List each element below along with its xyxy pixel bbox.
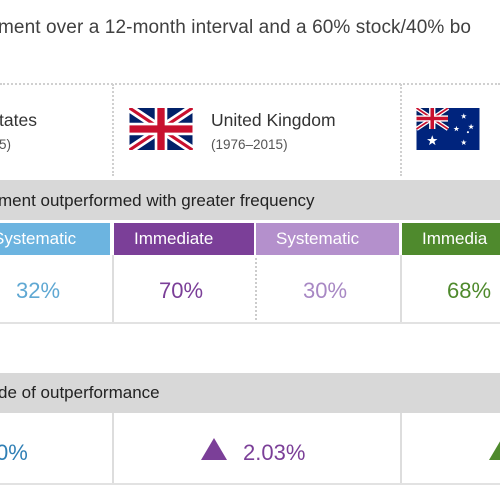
strategy-cell-uk-immediate: Immediate [114,223,254,255]
strategy-label: Systematic [0,229,77,248]
column-divider [112,255,114,323]
country-name-uk: United Kingdom [211,110,336,130]
section-title-magnitude: de of outperformance [0,383,160,402]
column-divider [400,413,402,483]
strategy-label: Systematic [276,229,360,248]
strategy-cell-au-immediate: Immedia [402,223,500,255]
column-divider [400,255,402,323]
section-band-magnitude [0,373,500,413]
divider [0,483,500,485]
frequency-value-us-systematic: 32% [16,278,61,303]
intro-text: ment over a 12-month interval and a 60% … [0,17,472,38]
frequency-value-uk-immediate: 70% [159,278,204,303]
strategy-cell-us-systematic: Systematic [0,223,110,255]
section-title-frequency: ment outperformed with greater frequency [0,191,315,210]
column-divider [112,84,114,176]
strategy-label: Immedia [422,229,488,248]
column-divider [112,413,114,483]
section-band-frequency [0,180,500,220]
column-divider [400,84,402,176]
country-years-uk: (1976–2015) [211,137,288,152]
strategy-cell-uk-systematic: Systematic [256,223,399,255]
magnitude-value-uk: 2.03% [243,440,306,465]
triangle-up-icon [489,438,500,460]
country-years-us: 5) [0,137,12,152]
divider [0,322,500,324]
magnitude-value-us: 0% [0,440,28,465]
uk-flag-icon [129,108,193,150]
frequency-value-au-immediate: 68% [447,278,492,303]
triangle-up-icon [201,438,227,460]
divider [0,83,500,85]
frequency-value-uk-systematic: 30% [303,278,348,303]
country-name-us: tates [0,110,37,130]
australia-flag-icon [416,108,480,150]
strategy-label: Immediate [134,229,214,248]
column-divider [255,258,257,320]
